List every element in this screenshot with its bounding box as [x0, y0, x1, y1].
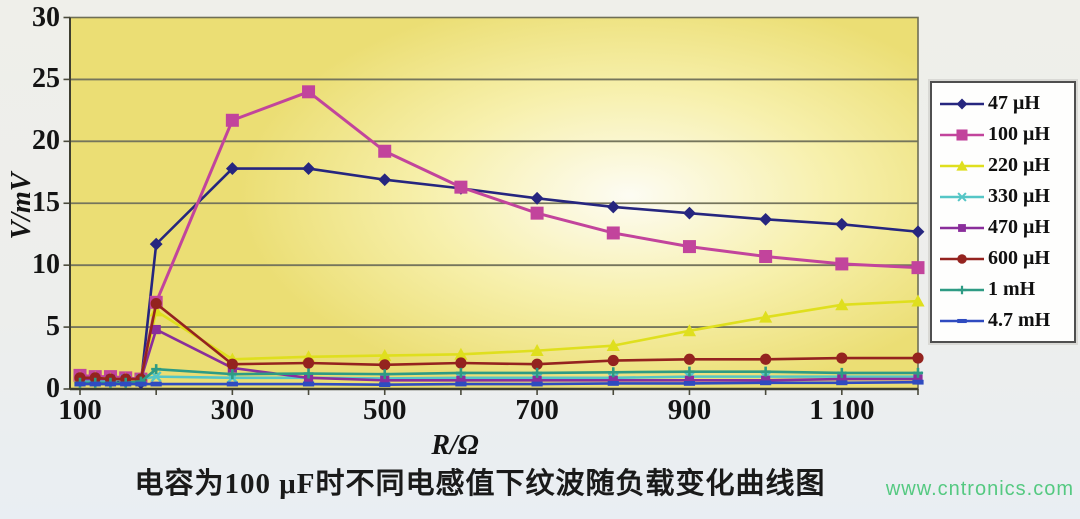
legend-box: 47 μH 100 μH 220 μH 330 μH 470 μH 600 μH 1 mH 4… [930, 81, 1076, 343]
legend-marker [940, 223, 984, 232]
legend-label: 600 μH [988, 247, 1050, 269]
legend-marker [940, 128, 984, 141]
legend-item: 100 μH [939, 119, 1074, 150]
legend-marker [940, 318, 984, 323]
x-tick-label: 1 100 [809, 394, 875, 426]
y-tick-label: 15 [32, 187, 60, 219]
watermark-text: www.cntronics.com [885, 478, 1074, 500]
x-tick-label: 500 [362, 394, 407, 426]
y-tick-label: 20 [32, 125, 60, 157]
legend-item: 1 mH [939, 274, 1074, 305]
legend-label: 330 μH [988, 185, 1050, 207]
legend-item: 220 μH [939, 150, 1074, 181]
chart-caption: 电容为100 μF时不同电感值下纹波随负载变化曲线图 [134, 468, 826, 500]
x-tick-label: 100 [58, 394, 102, 426]
legend-marker [940, 285, 984, 294]
legend-label: 100 μH [988, 123, 1050, 145]
y-tick-label: 0 [46, 373, 60, 404]
legend-items: 47 μH 100 μH 220 μH 330 μH 470 μH 600 μH 1 mH 4… [939, 88, 1074, 336]
legend-item: 600 μH [939, 243, 1074, 274]
x-axis-title: R/Ω [431, 430, 479, 461]
legend-marker [940, 159, 984, 171]
y-tick-label: 25 [32, 63, 60, 95]
legend-item: 4.7 mH [939, 305, 1074, 336]
legend-label: 47 μH [988, 92, 1040, 114]
x-tick-label: 300 [210, 394, 255, 426]
series-4-7-mH [74, 379, 924, 388]
x-tick-label: 900 [667, 394, 712, 426]
legend-item: 330 μH [939, 181, 1074, 212]
legend-marker [940, 191, 984, 202]
legend-label: 220 μH [988, 154, 1050, 176]
legend-label: 1 mH [988, 278, 1036, 300]
legend-marker [940, 253, 984, 264]
y-tick-label: 5 [46, 311, 60, 343]
legend-item: 47 μH [939, 88, 1074, 119]
legend-label: 4.7 mH [988, 309, 1051, 331]
legend-marker [940, 98, 984, 109]
y-tick-label: 30 [32, 1, 60, 33]
y-tick-label: 10 [32, 249, 60, 281]
y-axis-title: V/mV [6, 172, 37, 240]
x-tick-label: 700 [515, 394, 559, 426]
legend-item: 470 μH [939, 212, 1074, 243]
legend-label: 470 μH [988, 216, 1050, 238]
